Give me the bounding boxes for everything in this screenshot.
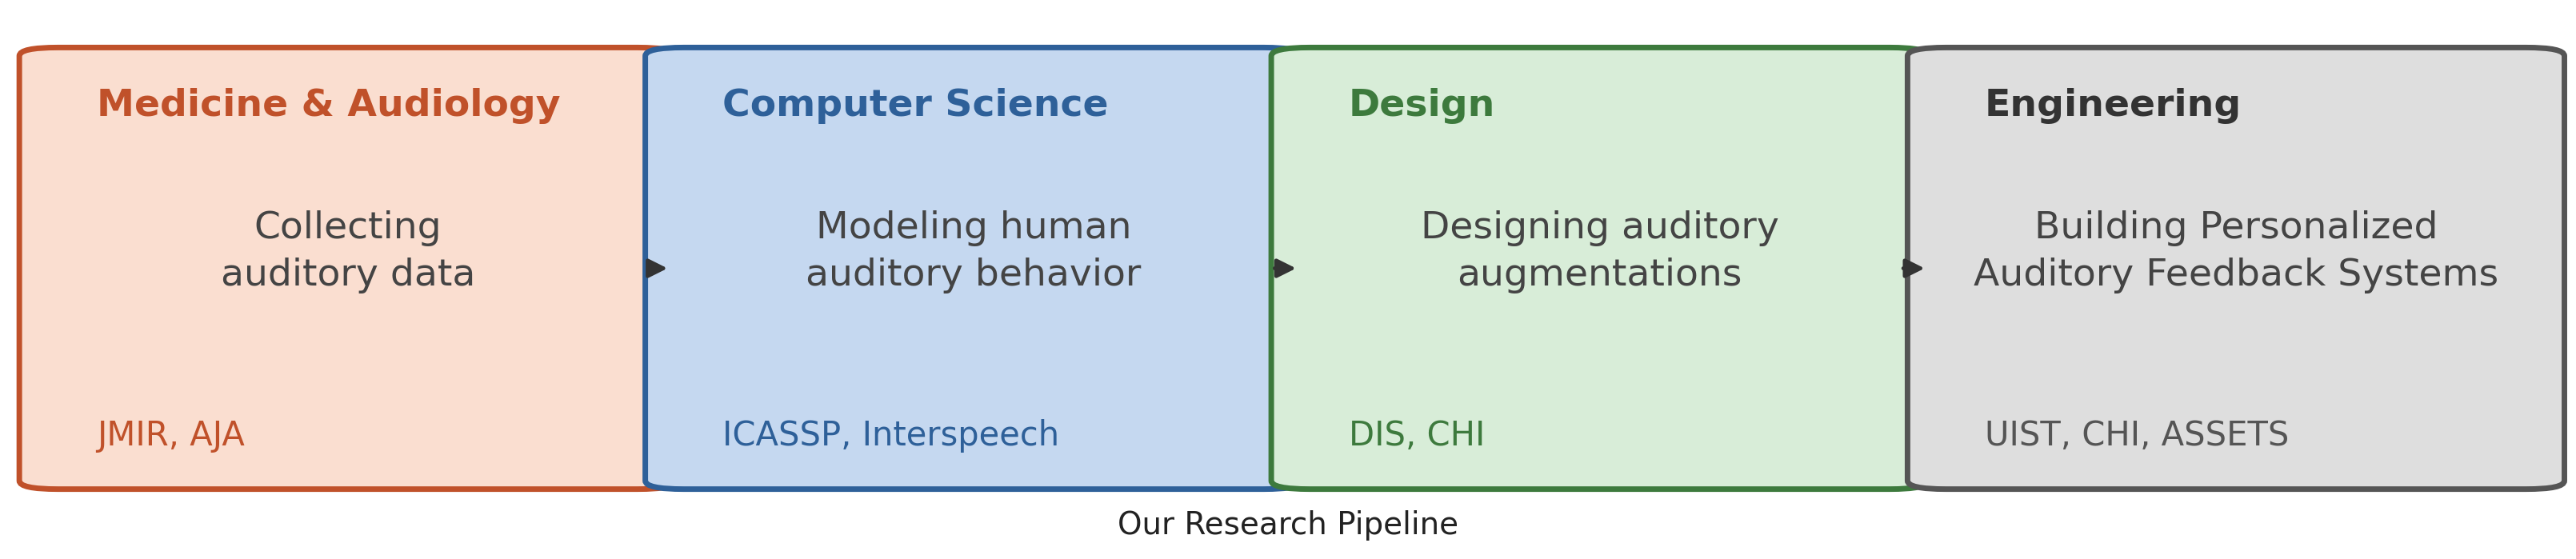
FancyBboxPatch shape	[644, 48, 1303, 489]
FancyBboxPatch shape	[1270, 48, 1927, 489]
Text: Computer Science: Computer Science	[721, 88, 1108, 124]
FancyBboxPatch shape	[1906, 48, 2563, 489]
Text: Collecting
auditory data: Collecting auditory data	[222, 210, 474, 293]
Text: DIS, CHI: DIS, CHI	[1350, 419, 1484, 453]
Text: Building Personalized
Auditory Feedback Systems: Building Personalized Auditory Feedback …	[1973, 210, 2499, 293]
Text: Designing auditory
augmentations: Designing auditory augmentations	[1419, 210, 1780, 293]
Text: UIST, CHI, ASSETS: UIST, CHI, ASSETS	[1984, 419, 2290, 453]
Text: ICASSP, Interspeech: ICASSP, Interspeech	[721, 419, 1059, 453]
Text: Modeling human
auditory behavior: Modeling human auditory behavior	[806, 210, 1141, 293]
Text: Engineering: Engineering	[1984, 88, 2241, 124]
FancyBboxPatch shape	[21, 48, 675, 489]
Text: Our Research Pipeline: Our Research Pipeline	[1118, 510, 1458, 541]
Text: Medicine & Audiology: Medicine & Audiology	[98, 88, 559, 124]
Text: Design: Design	[1350, 88, 1494, 124]
Text: JMIR, AJA: JMIR, AJA	[98, 419, 245, 453]
